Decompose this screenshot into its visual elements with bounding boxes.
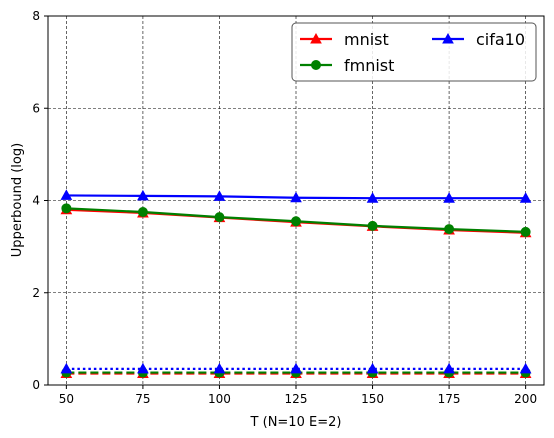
legend-entry-fmnist: fmnist bbox=[300, 56, 394, 75]
data-point bbox=[443, 362, 455, 374]
series-layer bbox=[60, 189, 532, 378]
legend: mnist fmnist cifa10 bbox=[291, 22, 537, 82]
data-point bbox=[519, 192, 532, 203]
y-tick-label: 6 bbox=[32, 101, 40, 115]
data-point bbox=[213, 362, 226, 374]
legend-label: fmnist bbox=[344, 56, 394, 75]
y-tick-label: 0 bbox=[32, 378, 40, 392]
x-tick-label: 200 bbox=[514, 392, 537, 406]
x-tick-label: 150 bbox=[361, 392, 384, 406]
legend-marker bbox=[442, 32, 454, 44]
data-point bbox=[443, 192, 455, 203]
x-tick-label: 75 bbox=[135, 392, 150, 406]
axis-ticks: 50 75 100 125 150 175 200 0 2 4 6 8 bbox=[32, 9, 537, 406]
data-point bbox=[213, 190, 226, 201]
data-point bbox=[367, 220, 378, 231]
data-point bbox=[520, 226, 531, 237]
data-point bbox=[137, 362, 149, 374]
x-axis-label: T (N=10 E=2) bbox=[250, 415, 342, 430]
legend-marker bbox=[310, 32, 322, 44]
data-point bbox=[444, 224, 455, 235]
data-point bbox=[366, 192, 379, 203]
data-point bbox=[61, 203, 72, 214]
legend-label: cifa10 bbox=[476, 30, 525, 49]
legend-marker bbox=[311, 60, 321, 70]
legend-entry-mnist: mnist bbox=[300, 30, 389, 49]
data-point bbox=[137, 207, 148, 218]
y-axis-label: Upperbound (log) bbox=[10, 143, 25, 257]
legend-box bbox=[291, 22, 537, 82]
data-point bbox=[137, 189, 149, 201]
data-point bbox=[366, 362, 379, 374]
data-point bbox=[291, 216, 301, 227]
x-tick-label: 175 bbox=[438, 392, 461, 406]
data-point bbox=[214, 212, 225, 223]
y-tick-label: 4 bbox=[32, 194, 40, 208]
x-tick-label: 100 bbox=[208, 392, 231, 406]
x-tick-label: 125 bbox=[285, 392, 308, 406]
series-cifa10 bbox=[60, 189, 532, 203]
legend-entry-cifa10: cifa10 bbox=[432, 30, 525, 49]
y-tick-label: 2 bbox=[32, 286, 40, 300]
data-point bbox=[290, 191, 302, 203]
data-point bbox=[519, 362, 532, 374]
y-tick-label: 8 bbox=[32, 9, 40, 23]
x-tick-label: 50 bbox=[59, 392, 74, 406]
legend-label: mnist bbox=[344, 30, 389, 49]
series-line-5 bbox=[60, 362, 532, 374]
data-point bbox=[290, 362, 302, 374]
data-point bbox=[60, 189, 73, 200]
data-point bbox=[60, 362, 73, 374]
series-fmnist bbox=[61, 203, 531, 237]
